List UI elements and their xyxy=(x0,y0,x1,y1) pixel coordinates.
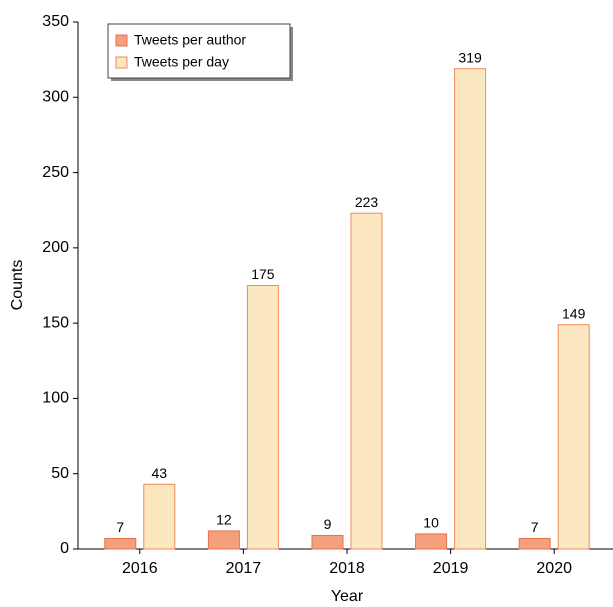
bar xyxy=(104,537,137,550)
y-tick-label: 100 xyxy=(42,390,69,407)
data-label: 223 xyxy=(355,194,379,210)
data-label: 7 xyxy=(531,519,539,535)
y-tick-label: 150 xyxy=(42,314,69,331)
legend-label: Tweets per day xyxy=(134,54,229,70)
bar xyxy=(454,68,487,550)
x-tick-label: 2019 xyxy=(433,560,469,577)
data-label: 7 xyxy=(116,519,124,535)
data-label: 12 xyxy=(216,512,232,528)
bar xyxy=(350,212,383,550)
y-axis-label: Counts xyxy=(9,260,26,311)
legend-swatch xyxy=(115,34,128,47)
data-label: 9 xyxy=(324,516,332,532)
bar xyxy=(311,534,344,550)
x-tick-label: 2020 xyxy=(536,560,572,577)
y-tick-label: 0 xyxy=(60,540,69,557)
y-tick-label: 350 xyxy=(42,13,69,30)
x-axis-label: Year xyxy=(331,588,364,605)
x-tick-label: 2017 xyxy=(226,560,262,577)
legend-label: Tweets per author xyxy=(134,32,246,48)
x-tick-label: 2018 xyxy=(329,560,365,577)
y-tick-label: 200 xyxy=(42,239,69,256)
bar xyxy=(557,324,590,550)
data-label: 43 xyxy=(152,465,168,481)
y-tick-label: 300 xyxy=(42,89,69,106)
bar xyxy=(143,483,176,550)
bar xyxy=(207,530,240,550)
data-label: 319 xyxy=(458,49,482,65)
bar xyxy=(415,533,448,550)
x-tick-label: 2016 xyxy=(122,560,158,577)
legend-box xyxy=(107,23,291,79)
legend-swatch xyxy=(115,56,128,69)
bar xyxy=(246,285,279,550)
data-label: 10 xyxy=(423,515,439,531)
y-tick-label: 50 xyxy=(51,465,69,482)
data-label: 175 xyxy=(251,266,275,282)
data-label: 149 xyxy=(562,305,586,321)
y-tick-label: 250 xyxy=(42,164,69,181)
bar xyxy=(518,537,551,550)
